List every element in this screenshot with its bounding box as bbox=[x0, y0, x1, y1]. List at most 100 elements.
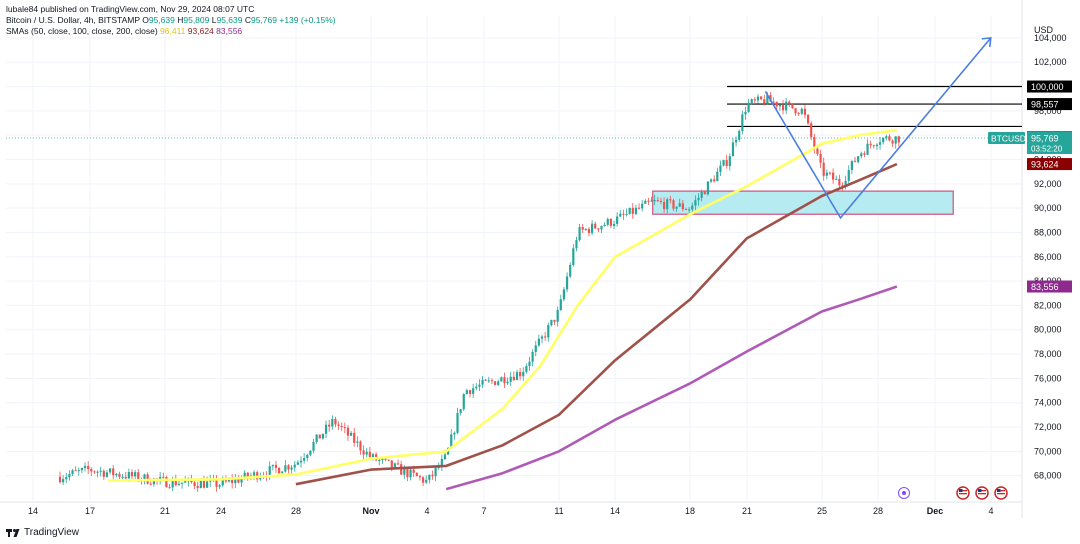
candle-body bbox=[237, 478, 240, 483]
candle-body bbox=[227, 479, 231, 482]
candle-body bbox=[90, 469, 93, 472]
candle-body bbox=[118, 473, 121, 477]
candle-body bbox=[894, 136, 897, 144]
candle-body bbox=[171, 479, 174, 488]
candle-body bbox=[431, 474, 434, 477]
sma200-legend-value: 83,556 bbox=[216, 26, 243, 36]
candle-body bbox=[105, 472, 109, 477]
tradingview-brand-label: TradingView bbox=[24, 527, 80, 538]
candle-body bbox=[246, 472, 249, 478]
candle-body bbox=[803, 108, 807, 115]
candle-body bbox=[825, 172, 828, 176]
candle-body bbox=[456, 412, 459, 433]
tradingview-brand[interactable]: TradingView bbox=[6, 527, 79, 538]
candle-body bbox=[83, 466, 87, 469]
high-value: 95,809 bbox=[183, 15, 210, 25]
candle-body bbox=[503, 377, 506, 384]
candle-body bbox=[581, 227, 584, 230]
candle-body bbox=[425, 479, 428, 483]
candle-body bbox=[853, 160, 857, 162]
candle-body bbox=[644, 200, 647, 204]
sma100-legend-value: 93,624 bbox=[187, 26, 214, 36]
candle-body bbox=[303, 458, 306, 461]
y-tick-label: 70,000 bbox=[1034, 446, 1062, 456]
x-tick-label: 4 bbox=[988, 506, 993, 516]
candle-body bbox=[365, 451, 368, 455]
current-price-text: 95,769 bbox=[1031, 133, 1059, 143]
event-markers bbox=[898, 486, 1008, 500]
candle-body bbox=[722, 160, 725, 166]
candle-body bbox=[493, 381, 497, 385]
change-value: +139 (+0.15%) bbox=[279, 15, 336, 25]
candle-body bbox=[778, 104, 781, 107]
candle-body bbox=[215, 478, 218, 487]
price-label-box bbox=[1027, 98, 1072, 111]
candle-body bbox=[835, 178, 838, 180]
candle-body bbox=[359, 441, 362, 451]
candle-body bbox=[888, 136, 891, 141]
series-line-sma-200 bbox=[445, 285, 898, 491]
candles bbox=[58, 92, 900, 492]
candle-body bbox=[885, 136, 888, 138]
candle-body bbox=[697, 197, 700, 201]
y-tick-label: 90,000 bbox=[1034, 203, 1062, 213]
candle-body bbox=[822, 162, 825, 176]
candle-body bbox=[284, 465, 287, 472]
y-tick-label: 78,000 bbox=[1034, 349, 1062, 359]
us-flag-canton bbox=[997, 489, 1001, 492]
y-tick-label: 92,000 bbox=[1034, 179, 1062, 189]
candle-body bbox=[810, 123, 813, 137]
candle-body bbox=[841, 185, 844, 187]
candle-body bbox=[487, 380, 490, 382]
candle-body bbox=[559, 299, 562, 310]
candle-body bbox=[231, 479, 234, 484]
candle-body bbox=[321, 433, 325, 439]
candle-body bbox=[450, 434, 453, 449]
candle-body bbox=[306, 454, 309, 459]
candle-body bbox=[74, 470, 77, 472]
candle-body bbox=[813, 136, 816, 149]
candle-body bbox=[857, 156, 860, 162]
candle-body bbox=[290, 467, 293, 470]
candle-body bbox=[869, 143, 872, 146]
x-tick-label: 11 bbox=[554, 506, 563, 516]
y-tick-label: 88,000 bbox=[1034, 227, 1062, 237]
candle-body bbox=[65, 477, 68, 480]
candle-body bbox=[734, 139, 738, 143]
candle-body bbox=[534, 345, 537, 352]
candle-body bbox=[362, 450, 365, 455]
candle-body bbox=[753, 99, 756, 101]
candle-body bbox=[387, 459, 390, 461]
candle-body bbox=[127, 472, 130, 479]
candle-body bbox=[844, 180, 847, 186]
candle-body bbox=[866, 143, 869, 155]
candle-body bbox=[124, 476, 127, 479]
candle-body bbox=[716, 171, 719, 182]
candle-body bbox=[440, 458, 443, 468]
candle-body bbox=[271, 464, 274, 467]
published-line: lubale84 published on TradingView.com, N… bbox=[6, 4, 255, 14]
candle-body bbox=[87, 466, 90, 470]
price-label-box bbox=[1027, 80, 1072, 93]
us-flag-stripe bbox=[959, 493, 967, 495]
candle-body bbox=[475, 386, 478, 389]
candle-body bbox=[143, 474, 146, 480]
candle-body bbox=[134, 472, 137, 477]
candle-body bbox=[706, 181, 710, 195]
x-tick-label: 28 bbox=[291, 506, 301, 516]
x-tick-label: 14 bbox=[610, 506, 620, 516]
x-tick-label: 17 bbox=[85, 506, 95, 516]
candle-body bbox=[296, 462, 299, 465]
candle-body bbox=[781, 104, 785, 111]
candle-body bbox=[478, 384, 481, 387]
candle-body bbox=[600, 226, 603, 230]
candle-body bbox=[309, 450, 312, 455]
candle-body bbox=[575, 240, 578, 249]
candle-body bbox=[115, 473, 118, 476]
candle-body bbox=[741, 114, 744, 131]
current-price-box bbox=[1027, 131, 1072, 154]
candle-body bbox=[634, 207, 638, 214]
candle-body bbox=[434, 467, 437, 477]
candle-body bbox=[525, 366, 528, 372]
